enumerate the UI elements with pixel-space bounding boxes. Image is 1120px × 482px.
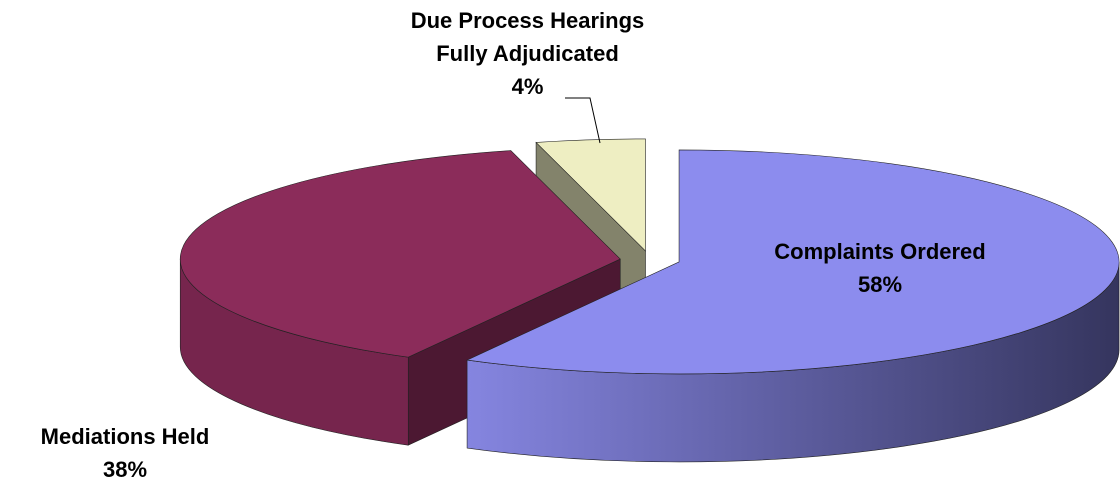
value-label: 58% [857,272,903,297]
value-label: 4% [511,74,544,99]
slice-label: Due Process Hearings Fully Adjudicated 4% [395,4,660,103]
leader-line [565,97,601,144]
slice [535,138,646,252]
category-label: Complaints Ordered [774,239,986,264]
slice [466,149,1120,375]
slice [179,150,621,358]
slice-label: Complaints Ordered 58% [680,235,1080,301]
category-label: Due Process Hearings Fully Adjudicated [410,8,645,66]
value-label: 38% [102,457,148,482]
category-label: Mediations Held [40,424,210,449]
slice-label: Mediations Held 38% [0,420,250,482]
